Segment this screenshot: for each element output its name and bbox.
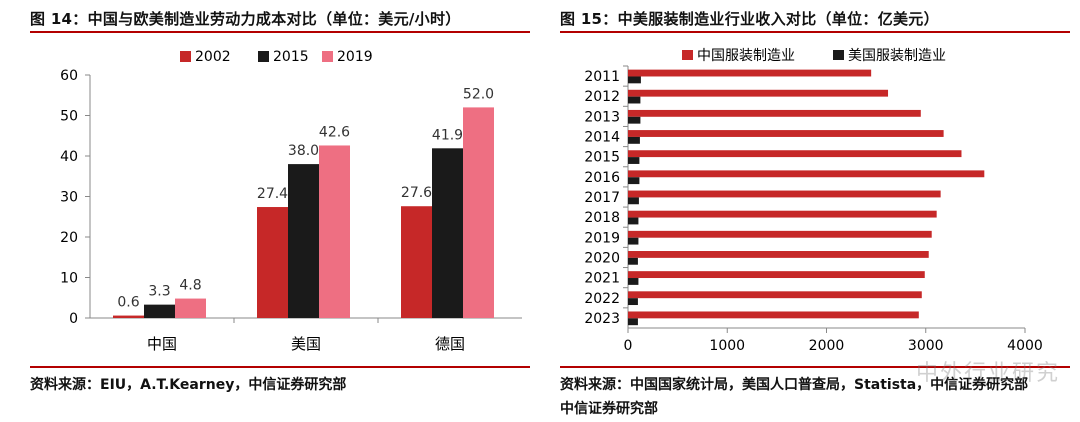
y-tick-label-40: 40 bbox=[60, 149, 78, 165]
y-tick-label-10: 10 bbox=[60, 271, 78, 287]
legend-label-2019: 2019 bbox=[337, 49, 373, 65]
bar-us-2019 bbox=[628, 237, 639, 245]
bar-us-2011 bbox=[628, 76, 641, 84]
bar-china-2011 bbox=[628, 69, 872, 77]
left-source: 资料来源：EIU，A.T.Kearney，中信证券研究部 bbox=[30, 377, 347, 393]
bar-中国-2019 bbox=[175, 298, 206, 318]
bar-china-2023 bbox=[628, 311, 919, 319]
y-tick-label-2016: 2016 bbox=[584, 170, 620, 186]
data-label-德国-2015: 41.9 bbox=[432, 127, 463, 143]
y-tick-label-2019: 2019 bbox=[584, 230, 620, 246]
right-source-line2: 中信证券研究部 bbox=[560, 401, 658, 417]
right-bar-chart: 中国服装制造业 美国服装制造业 0 1000 2000 3000 4000 2011 2012 2… bbox=[584, 48, 1043, 354]
y-tick-label-2015: 2015 bbox=[584, 150, 620, 166]
data-label-德国-2002: 27.6 bbox=[401, 185, 432, 201]
bar-china-2018 bbox=[628, 210, 937, 218]
data-label-中国-2015: 3.3 bbox=[148, 284, 170, 300]
data-label-美国-2019: 42.6 bbox=[319, 124, 350, 140]
x-tick-label-1000: 1000 bbox=[709, 338, 745, 354]
x-tick-label-美国: 美国 bbox=[291, 335, 321, 353]
bar-us-2015 bbox=[628, 157, 640, 164]
y-tick-label-2013: 2013 bbox=[584, 109, 620, 125]
bar-china-2019 bbox=[628, 230, 932, 238]
y-tick-label-2018: 2018 bbox=[584, 210, 620, 226]
bar-us-2022 bbox=[628, 298, 638, 306]
bar-us-2017 bbox=[628, 197, 639, 205]
bar-china-2015 bbox=[628, 150, 962, 158]
bar-china-2013 bbox=[628, 109, 921, 117]
right-source-rule bbox=[560, 366, 1070, 368]
bar-us-2021 bbox=[628, 278, 639, 285]
y-tick-label-2022: 2022 bbox=[584, 291, 620, 307]
legend-label-2002: 2002 bbox=[195, 49, 231, 65]
bar-us-2023 bbox=[628, 318, 638, 326]
legend-swatch-2002 bbox=[180, 51, 191, 62]
left-bar-chart: 2002 2015 2019 0 10 20 30 40 50 60 0.6 3.3 4.8 中国 27.4… bbox=[60, 49, 522, 353]
bar-us-2014 bbox=[628, 136, 640, 144]
bar-美国-2015 bbox=[288, 164, 319, 318]
x-tick-label-2000: 2000 bbox=[809, 338, 845, 354]
bar-中国-2002 bbox=[113, 315, 144, 318]
y-tick-label-0: 0 bbox=[69, 311, 78, 327]
y-tick-label-60: 60 bbox=[60, 68, 78, 84]
x-tick-label-中国: 中国 bbox=[147, 335, 177, 353]
left-title-rule bbox=[30, 31, 530, 33]
left-panel: 图 14：中国与欧美制造业劳动力成本对比（单位：美元/小时） 2002 2015 2… bbox=[0, 0, 530, 422]
bar-us-2016 bbox=[628, 177, 640, 185]
bar-china-2012 bbox=[628, 89, 889, 97]
bar-china-2021 bbox=[628, 271, 925, 279]
y-tick-label-2014: 2014 bbox=[584, 130, 620, 146]
bar-us-2013 bbox=[628, 116, 641, 124]
bar-china-2020 bbox=[628, 251, 929, 258]
legend-label-0: 中国服装制造业 bbox=[697, 48, 795, 64]
bar-中国-2015 bbox=[144, 304, 175, 318]
legend-swatch-1 bbox=[833, 50, 844, 60]
legend-swatch-2019 bbox=[322, 51, 333, 62]
right-source-line1: 资料来源：中国国家统计局，美国人口普查局，Statista，中信证券研究部 bbox=[560, 377, 1029, 393]
y-tick-label-2012: 2012 bbox=[584, 89, 620, 105]
y-tick-label-2017: 2017 bbox=[584, 190, 620, 206]
y-tick-label-2011: 2011 bbox=[584, 69, 620, 85]
y-tick-label-30: 30 bbox=[60, 190, 78, 206]
x-tick-label-3000: 3000 bbox=[908, 338, 944, 354]
bar-china-2022 bbox=[628, 291, 922, 299]
legend-label-1: 美国服装制造业 bbox=[848, 48, 946, 64]
legend-swatch-0 bbox=[682, 50, 693, 60]
bar-德国-2019 bbox=[463, 107, 494, 319]
right-chart-title: 图 15：中美服装制造业行业收入对比（单位：亿美元） bbox=[560, 10, 939, 28]
legend-label-2015: 2015 bbox=[273, 49, 309, 65]
x-tick-label-4000: 4000 bbox=[1007, 338, 1043, 354]
bar-德国-2002 bbox=[401, 206, 432, 318]
x-tick-label-德国: 德国 bbox=[435, 335, 465, 353]
bar-china-2017 bbox=[628, 190, 941, 198]
bar-china-2016 bbox=[628, 170, 985, 178]
bar-us-2018 bbox=[628, 217, 639, 225]
y-tick-label-20: 20 bbox=[60, 230, 78, 246]
right-title-rule bbox=[560, 31, 1070, 33]
bar-us-2012 bbox=[628, 96, 641, 104]
data-label-德国-2019: 52.0 bbox=[463, 86, 494, 102]
left-source-rule bbox=[30, 366, 530, 368]
data-label-中国-2019: 4.8 bbox=[179, 278, 201, 294]
y-tick-label-50: 50 bbox=[60, 109, 78, 125]
data-label-美国-2015: 38.0 bbox=[288, 143, 319, 159]
data-label-中国-2002: 0.6 bbox=[117, 295, 139, 311]
left-chart-title: 图 14：中国与欧美制造业劳动力成本对比（单位：美元/小时） bbox=[30, 10, 461, 28]
data-label-美国-2002: 27.4 bbox=[257, 186, 288, 202]
right-panel: 图 15：中美服装制造业行业收入对比（单位：亿美元） 中国服装制造业 美国服装制造… bbox=[548, 0, 1080, 422]
bar-china-2014 bbox=[628, 130, 944, 137]
y-tick-label-2023: 2023 bbox=[584, 311, 620, 327]
watermark: 中外行业研究 bbox=[915, 361, 1060, 386]
bar-美国-2002 bbox=[257, 207, 288, 318]
bar-德国-2015 bbox=[432, 148, 463, 318]
y-tick-label-2021: 2021 bbox=[584, 271, 620, 287]
bar-美国-2019 bbox=[319, 145, 350, 318]
bar-us-2020 bbox=[628, 257, 638, 265]
x-tick-label-0: 0 bbox=[624, 338, 633, 354]
legend-swatch-2015 bbox=[258, 51, 269, 62]
y-tick-label-2020: 2020 bbox=[584, 250, 620, 266]
